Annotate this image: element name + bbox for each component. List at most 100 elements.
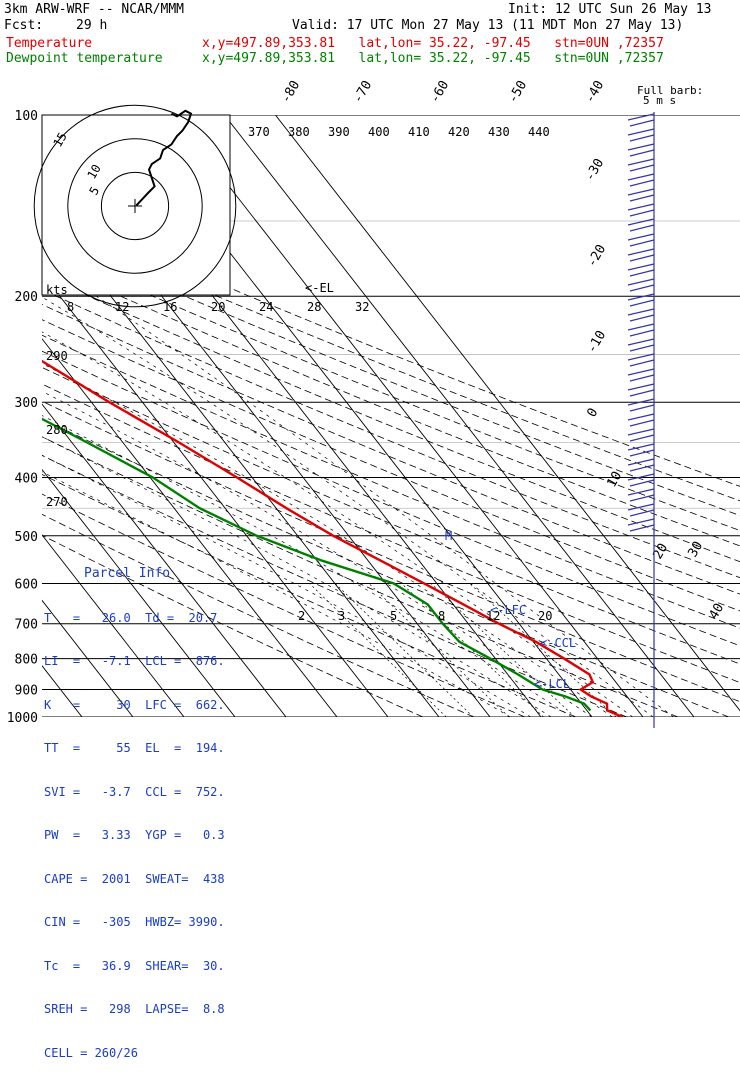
dry-adiabat-line <box>42 418 730 717</box>
wind-barb <box>627 398 655 406</box>
speed-axis-label: 12 <box>115 300 129 314</box>
isotherm-label: 30 <box>685 539 706 560</box>
wind-barb <box>629 389 655 397</box>
parcel-row: T = 26.0 Td = 20.7 <box>44 610 218 625</box>
parcel-row: CAPE = 2001 SWEAT= 438 <box>44 871 225 886</box>
hodograph-ring <box>100 171 170 241</box>
pressure-label: 1000 <box>7 711 38 726</box>
speed-axis-label: 8 <box>67 300 74 314</box>
parcel-row: LI = -7.1 LCL = 876. <box>44 654 225 668</box>
dry-adiabat-label: 270 <box>46 495 68 509</box>
pressure-label: 900 <box>15 683 38 698</box>
dry-adiabat-line <box>42 534 424 717</box>
ccl-annotation: <-CCL <box>540 636 576 650</box>
isotherm-label: 40 <box>706 601 727 622</box>
mixing-ratio-line <box>334 583 474 717</box>
pressure-label: 600 <box>15 577 38 592</box>
temperature-legend-label: Temperature <box>6 36 93 51</box>
isotherm-line <box>42 534 185 717</box>
theta-label: 390 <box>328 125 350 139</box>
parcel-row: CELL = 260/26 <box>44 1045 138 1060</box>
wind-barb <box>629 344 655 352</box>
wind-barb <box>629 194 655 202</box>
wind-barb <box>627 218 655 226</box>
theta-label: 400 <box>368 125 390 139</box>
pressure-label: 800 <box>15 653 38 668</box>
wind-barb <box>629 314 655 322</box>
wind-barb <box>627 368 655 376</box>
hodograph-ring <box>67 138 203 274</box>
temperature-location: x,y=497.89,353.81 lat,lon= 35.22, -97.45… <box>202 36 664 51</box>
moist-adiabat-line <box>42 362 613 717</box>
dry-adiabat-line <box>42 383 740 684</box>
isotherm-label: -20 <box>584 242 609 270</box>
pressure-label: 200 <box>15 290 38 305</box>
wind-barb <box>629 374 655 382</box>
model-title: 3km ARW-WRF -- NCAR/MMM <box>4 2 185 17</box>
pressure-label: 500 <box>15 530 38 545</box>
mixing-ratio-label: 20 <box>538 609 552 623</box>
isotherm-line <box>42 599 134 717</box>
wind-barb <box>629 254 655 262</box>
wind-barb <box>629 224 655 232</box>
dry-adiabat-line <box>42 232 740 516</box>
dry-adiabat-line <box>42 473 577 717</box>
lfc-annotation: <-LFC <box>490 603 526 617</box>
wind-barb <box>629 509 655 517</box>
hodograph-ring <box>33 104 237 308</box>
forecast-hour: 29 h <box>76 18 108 33</box>
wind-barb <box>629 269 655 277</box>
wind-barb <box>627 518 655 526</box>
lcl-annotation: <-LCL <box>534 677 570 691</box>
isotherm-label: -70 <box>350 78 375 106</box>
speed-axis-label: 20 <box>211 300 225 314</box>
speed-axis-label: 24 <box>259 300 273 314</box>
dry-adiabat-line <box>42 334 740 629</box>
parcel-info-title: Parcel Info <box>84 566 171 581</box>
wind-barb <box>627 113 655 121</box>
isotherm-label: -10 <box>584 328 609 356</box>
dewpoint-line <box>42 417 592 712</box>
dry-adiabat-line <box>42 274 740 563</box>
moist-adiabat-line <box>42 415 572 717</box>
wind-barb <box>629 209 655 217</box>
dewpoint-location: x,y=497.89,353.81 lat,lon= 35.22, -97.45… <box>202 51 664 66</box>
parcel-info-panel: Parcel Info T = 26.0 Td = 20.7 LI = -7.1… <box>44 538 234 1089</box>
isotherm-label: -80 <box>278 78 303 106</box>
temperature-line <box>42 359 624 717</box>
wind-barb <box>627 233 655 241</box>
forecast-label: Fcst: <box>4 18 44 33</box>
mixing-ratio-label: 8 <box>438 609 445 623</box>
dewpoint-legend-label: Dewpoint temperature <box>6 51 163 66</box>
wind-barb <box>627 203 655 211</box>
wind-barb <box>629 134 655 142</box>
wind-barb <box>629 404 655 412</box>
wind-barb <box>627 308 655 316</box>
isotherm-label: 20 <box>650 541 671 562</box>
wind-barb <box>627 158 655 166</box>
theta-label: 430 <box>488 125 510 139</box>
theta-label: 380 <box>288 125 310 139</box>
wind-barb <box>627 338 655 346</box>
barb-legend-line1: Full barb: <box>637 84 703 97</box>
dry-adiabat-line <box>42 366 740 665</box>
wind-barb <box>629 419 655 427</box>
wind-barb <box>629 329 655 337</box>
wind-barb <box>629 284 655 292</box>
theta-label: 440 <box>528 125 550 139</box>
pressure-label: 300 <box>15 396 38 411</box>
theta-label: 410 <box>408 125 430 139</box>
speed-axis-label: 32 <box>355 300 369 314</box>
wind-barb <box>627 503 655 511</box>
pressure-label: 400 <box>15 471 38 486</box>
wind-barb <box>629 164 655 172</box>
hodograph-trace <box>135 109 193 207</box>
dry-adiabat-line <box>42 304 740 595</box>
pressure-label: 700 <box>15 618 38 633</box>
parcel-row: TT = 55 EL = 194. <box>44 741 225 755</box>
wind-barb <box>627 128 655 136</box>
mixing-ratio-label: 5 <box>390 609 397 623</box>
dry-adiabat-label: 290 <box>46 349 68 363</box>
wind-barb <box>627 443 655 451</box>
hodograph-units-label: kts <box>46 283 68 297</box>
